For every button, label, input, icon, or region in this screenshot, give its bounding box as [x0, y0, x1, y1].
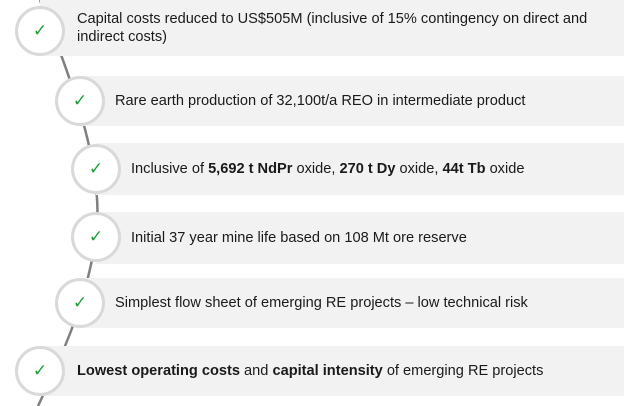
checklist-item-text: Capital costs reduced to US$505M (inclus…	[77, 10, 618, 46]
checklist-item: Simplest flow sheet of emerging RE proje…	[80, 278, 624, 328]
text-segment: Rare earth production of 32,100t/a REO i…	[115, 93, 526, 109]
text-segment: Simplest flow sheet of emerging RE proje…	[115, 295, 528, 311]
text-segment: Capital costs reduced to US$505M (inclus…	[77, 11, 588, 45]
checklist-item: Lowest operating costs and capital inten…	[40, 346, 624, 396]
checklist-item-text: Simplest flow sheet of emerging RE proje…	[115, 294, 528, 312]
text-segment: oxide,	[395, 161, 443, 177]
checklist-item-text: Inclusive of 5,692 t NdPr oxide, 270 t D…	[131, 160, 524, 178]
bold-text: Lowest operating costs	[77, 363, 240, 379]
check-icon: ✓	[32, 20, 48, 41]
checkmark-badge: ✓	[55, 278, 105, 328]
checkmark-badge: ✓	[71, 212, 121, 262]
checkmark-badge: ✓	[15, 6, 65, 56]
checklist-item-text: Rare earth production of 32,100t/a REO i…	[115, 92, 526, 110]
text-segment: Inclusive of	[131, 161, 209, 177]
bold-text: capital intensity	[272, 363, 383, 379]
checklist-item: Capital costs reduced to US$505M (inclus…	[40, 0, 624, 56]
text-segment: oxide	[485, 161, 525, 177]
checkmark-badge: ✓	[55, 76, 105, 126]
check-icon: ✓	[88, 226, 104, 247]
checkmark-badge: ✓	[71, 144, 121, 194]
bold-text: 270 t Dy	[339, 161, 396, 177]
bold-text: 5,692 t NdPr	[208, 161, 293, 177]
checklist-item: Rare earth production of 32,100t/a REO i…	[80, 76, 624, 126]
bold-text: 44t Tb	[442, 161, 486, 177]
checklist-item-text: Initial 37 year mine life based on 108 M…	[131, 229, 467, 247]
checklist-item-text: Lowest operating costs and capital inten…	[77, 362, 543, 380]
check-icon: ✓	[72, 90, 88, 111]
text-segment: of emerging RE projects	[382, 363, 544, 379]
check-icon: ✓	[72, 292, 88, 313]
checklist-item: Inclusive of 5,692 t NdPr oxide, 270 t D…	[96, 143, 624, 195]
text-segment: oxide,	[292, 161, 340, 177]
check-icon: ✓	[32, 360, 48, 381]
text-segment: and	[240, 363, 273, 379]
text-segment: Initial 37 year mine life based on 108 M…	[131, 230, 467, 246]
check-icon: ✓	[88, 158, 104, 179]
checklist-item: Initial 37 year mine life based on 108 M…	[96, 212, 624, 264]
checkmark-badge: ✓	[15, 346, 65, 396]
